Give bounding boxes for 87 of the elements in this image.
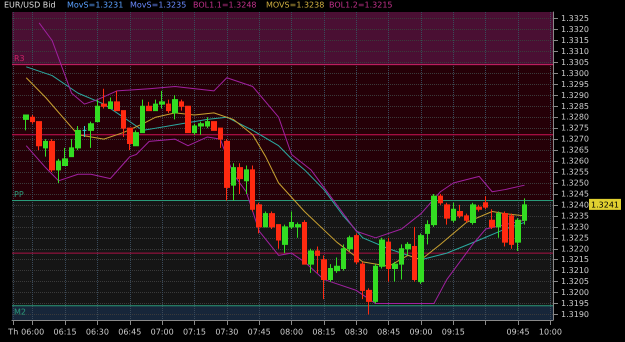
candlestick bbox=[302, 220, 307, 265]
x-tick-label: 08:45 bbox=[377, 328, 400, 336]
candlestick bbox=[108, 96, 113, 109]
y-tick-label: 1.3195 bbox=[561, 299, 589, 308]
x-tick-label: 08:30 bbox=[344, 328, 368, 336]
x-tick-label: 07:30 bbox=[215, 328, 238, 336]
candlestick bbox=[146, 101, 152, 112]
x-tick-label: 06:00 bbox=[21, 328, 44, 336]
text: MOVS=1.3238 bbox=[266, 0, 324, 10]
x-tick-label: 09:15 bbox=[442, 328, 465, 336]
y-tick-label: 1.3250 bbox=[561, 178, 589, 188]
candlestick bbox=[438, 193, 443, 206]
candlestick bbox=[43, 138, 48, 158]
candlestick bbox=[95, 99, 100, 122]
y-tick-label: 1.3325 bbox=[561, 14, 589, 24]
x-tick-label: 10:00 bbox=[538, 328, 562, 336]
y-tick-label: 1.3320 bbox=[561, 25, 589, 34]
y-tick-label: 1.3215 bbox=[561, 255, 589, 264]
x-tick-label: 07:15 bbox=[182, 328, 206, 336]
candlestick bbox=[237, 162, 243, 194]
text: 1.3241 bbox=[591, 200, 619, 210]
candlestick bbox=[386, 237, 391, 282]
x-tick-label: Th bbox=[7, 328, 18, 336]
y-tick-label: 1.3205 bbox=[561, 277, 589, 286]
x-tick-label: 06:45 bbox=[118, 328, 142, 336]
y-tick-label: 1.3290 bbox=[561, 90, 589, 100]
line-series bbox=[38, 22, 526, 238]
x-tick-label: 08:00 bbox=[280, 328, 304, 336]
candlestick bbox=[101, 88, 107, 109]
y-tick-label: 1.3255 bbox=[561, 168, 589, 177]
y-tick-label: 1.3270 bbox=[561, 134, 589, 144]
candlestick bbox=[224, 138, 230, 202]
y-tick-label: 1.3210 bbox=[561, 266, 589, 276]
y-tick-label: 1.3245 bbox=[561, 189, 589, 198]
y-tick-label: 1.3225 bbox=[561, 233, 589, 242]
candlestick bbox=[231, 162, 236, 202]
x-tick-label: 06:30 bbox=[86, 328, 109, 336]
candlestick bbox=[23, 114, 29, 131]
candlestick bbox=[88, 121, 94, 148]
candlestick bbox=[166, 99, 171, 114]
candlestick bbox=[263, 210, 268, 228]
y-tick-label: 1.3310 bbox=[561, 46, 589, 56]
ref-line-label: M2 bbox=[14, 307, 26, 316]
y-tick-label: 1.3260 bbox=[561, 156, 589, 166]
chart-title: EUR/USD Bid bbox=[4, 0, 56, 10]
candlestick bbox=[49, 138, 55, 173]
candlestick bbox=[321, 254, 327, 300]
y-tick-label: 1.3190 bbox=[561, 310, 589, 320]
y-tick-label: 1.3285 bbox=[561, 102, 589, 111]
text: BOL1.1=1.3248 bbox=[193, 0, 257, 10]
x-tick-label: 07:45 bbox=[248, 328, 271, 336]
x-tick-label: 09:45 bbox=[506, 328, 530, 336]
ref-line-label: R3 bbox=[14, 54, 25, 64]
text: MovS=1.3235 bbox=[130, 0, 186, 10]
candlestick bbox=[451, 202, 456, 223]
y-tick-label: 1.3295 bbox=[561, 80, 589, 89]
candlestick bbox=[412, 226, 417, 282]
x-tick-label: 08:15 bbox=[312, 328, 336, 336]
candlestick bbox=[82, 125, 87, 138]
y-tick-label: 1.3305 bbox=[561, 58, 589, 67]
candlestick bbox=[470, 202, 476, 226]
y-tick-label: 1.3230 bbox=[561, 222, 589, 232]
x-tick-label: 06:15 bbox=[54, 328, 77, 336]
candlestick bbox=[444, 202, 450, 226]
x-tick-label: 07:00 bbox=[150, 328, 174, 336]
ref-line-label: PP bbox=[14, 190, 24, 200]
text: BOL1.2=1.3215 bbox=[329, 0, 393, 10]
line-series bbox=[26, 136, 526, 304]
candlestick bbox=[172, 94, 178, 120]
candlestick bbox=[489, 208, 495, 230]
candlestick bbox=[496, 210, 501, 238]
x-tick-label: 09:00 bbox=[409, 328, 433, 336]
candlestick bbox=[315, 246, 320, 274]
y-tick-label: 1.3315 bbox=[561, 36, 589, 45]
candlestick bbox=[308, 248, 314, 274]
candlestick bbox=[354, 232, 359, 265]
y-tick-label: 1.3275 bbox=[561, 124, 589, 133]
y-tick-label: 1.3300 bbox=[561, 68, 589, 78]
candlestick bbox=[418, 232, 424, 284]
y-tick-label: 1.3280 bbox=[561, 112, 589, 122]
y-tick-label: 1.3265 bbox=[561, 146, 589, 155]
y-tick-label: 1.3235 bbox=[561, 211, 589, 220]
y-tick-label: 1.3220 bbox=[561, 244, 589, 254]
candlestick bbox=[244, 164, 249, 194]
y-tick-label: 1.3200 bbox=[561, 288, 589, 298]
text: MovS=1.3231 bbox=[67, 0, 124, 10]
y-tick-label: 1.3240 bbox=[561, 200, 589, 210]
